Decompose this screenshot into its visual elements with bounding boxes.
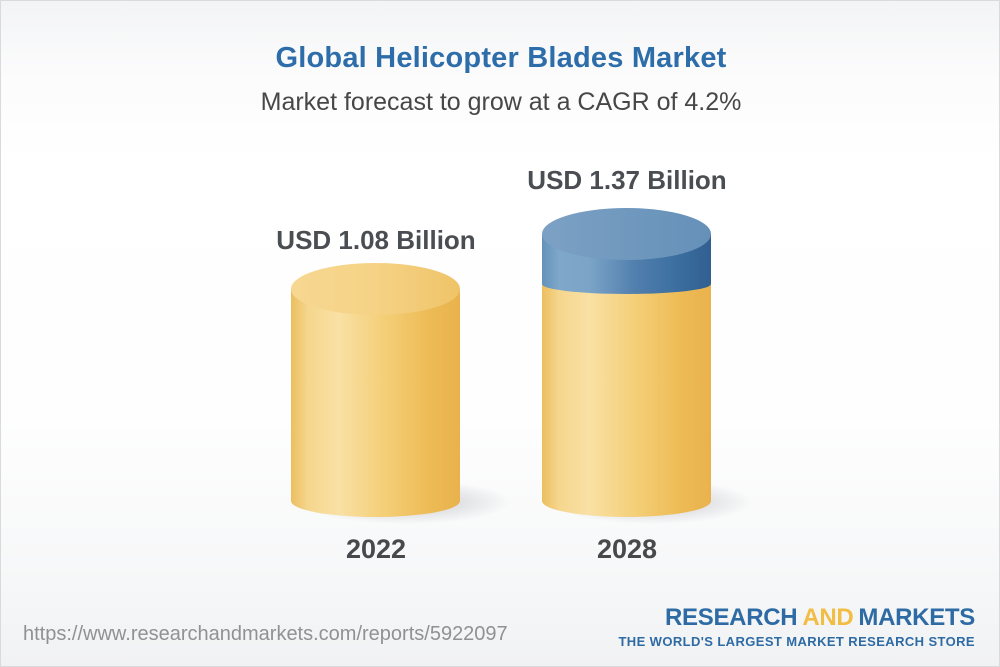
logo-wordmark: RESEARCH AND MARKETS: [618, 606, 975, 630]
logo-word-and: AND: [802, 604, 854, 631]
bar-2028-gold-segment: [542, 280, 711, 517]
bar-2022-top: [291, 263, 460, 315]
bar-2028-top: [542, 208, 711, 260]
logo-word-markets: MARKETS: [858, 604, 975, 631]
axis-label-2022: 2022: [345, 534, 407, 564]
page-title: Global Helicopter Blades Market: [275, 42, 727, 74]
page-subtitle: Market forecast to grow at a CAGR of 4.2…: [260, 88, 742, 116]
bar-2022-cylinder: [291, 263, 511, 524]
axis-label-2028: 2028: [596, 534, 658, 564]
bar-2028-cylinder: [542, 208, 753, 524]
report-url: https://www.researchandmarkets.com/repor…: [23, 623, 508, 645]
value-label-2022: USD 1.08 Billion: [276, 225, 476, 255]
logo-word-research: RESEARCH: [665, 604, 798, 631]
research-and-markets-logo: RESEARCH AND MARKETS THE WORLD'S LARGEST M…: [618, 606, 975, 649]
value-label-2028: USD 1.37 Billion: [527, 165, 727, 195]
logo-tagline: THE WORLD'S LARGEST MARKET RESEARCH STOR…: [618, 634, 975, 649]
bar-2022-body: [291, 289, 460, 517]
